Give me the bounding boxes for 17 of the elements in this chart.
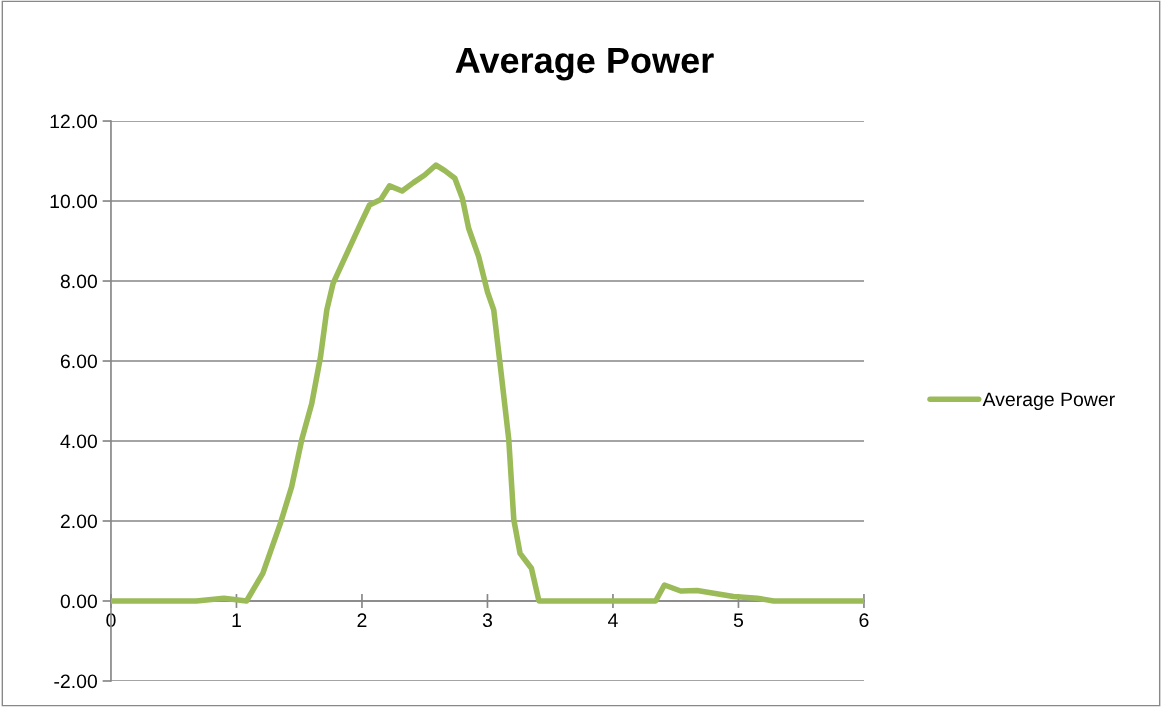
x-tick-label: 1 <box>232 613 241 627</box>
y-tick-label: 12.00 <box>50 114 98 129</box>
y-tick-label: 10.00 <box>50 194 98 209</box>
x-tick-label: 6 <box>859 613 869 628</box>
legend-label: Average Power <box>982 392 1115 411</box>
x-tick-label: 2 <box>357 613 367 627</box>
x-tick-label: 5 <box>733 613 744 628</box>
x-tick-label: 3 <box>482 613 493 628</box>
x-tick-label: 0 <box>106 613 116 628</box>
y-tick-label: -2.00 <box>54 674 98 689</box>
y-tick-label: 8.00 <box>60 274 98 289</box>
x-tick-label: 4 <box>608 613 618 627</box>
chart-title: Average Power <box>455 47 714 81</box>
y-tick-label: 0.00 <box>60 594 98 609</box>
y-tick-label: 4.00 <box>60 434 98 449</box>
y-tick-label: 2.00 <box>60 514 98 529</box>
y-tick-label: 6.00 <box>60 354 98 369</box>
